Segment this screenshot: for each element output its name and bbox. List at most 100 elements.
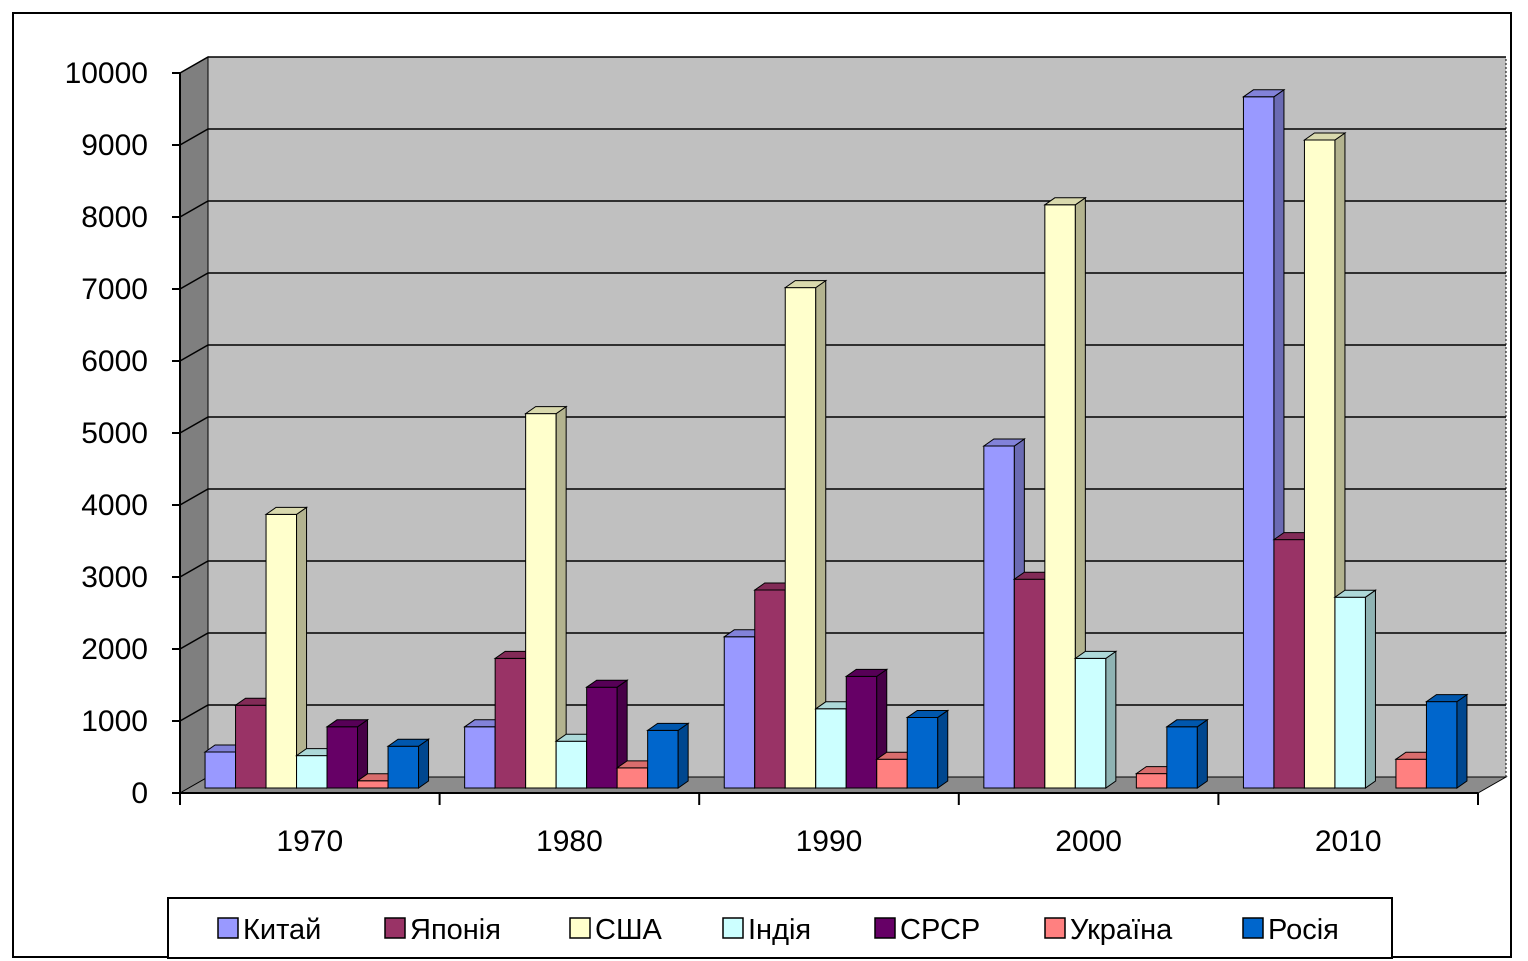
bar-США-1970 bbox=[264, 506, 309, 789]
y-tick-label: 6000 bbox=[81, 345, 148, 378]
bar-front bbox=[494, 657, 527, 789]
bar-front bbox=[387, 745, 420, 789]
bar-top bbox=[1043, 197, 1087, 206]
bar-Росія-1980 bbox=[646, 722, 690, 789]
bar-side bbox=[1364, 589, 1376, 789]
y-tick-label: 0 bbox=[131, 777, 148, 810]
y-tick-label: 10000 bbox=[65, 57, 148, 90]
bar-front bbox=[296, 755, 328, 789]
y-tick-label: 4000 bbox=[81, 489, 148, 522]
bar-front bbox=[235, 704, 267, 789]
bar-side bbox=[296, 506, 308, 789]
bar-Росія-1970 bbox=[386, 738, 431, 789]
legend: Китай Японія США Індія СРСР Україна Росія bbox=[167, 897, 1393, 959]
bar-side bbox=[555, 405, 567, 789]
bar-СРСР-1970 bbox=[325, 718, 370, 789]
bar-top bbox=[646, 722, 690, 731]
bar-front bbox=[1273, 539, 1305, 789]
bar-front bbox=[525, 413, 557, 789]
bar-top bbox=[844, 668, 889, 677]
bar-side bbox=[1105, 650, 1117, 789]
bar-side bbox=[418, 738, 430, 789]
bar-front bbox=[555, 740, 588, 789]
bar-top bbox=[264, 506, 309, 515]
gridline bbox=[179, 56, 1506, 74]
legend-label: США bbox=[595, 914, 663, 946]
bar-Росія-2000 bbox=[1165, 718, 1209, 789]
bar-top bbox=[585, 679, 629, 688]
bar-top bbox=[1073, 650, 1118, 659]
legend-swatch bbox=[217, 917, 239, 939]
bar-front bbox=[754, 589, 786, 789]
bar-СРСР-1990 bbox=[844, 668, 889, 789]
bar-top bbox=[1165, 719, 1209, 728]
bar-front bbox=[616, 767, 649, 789]
bar-front bbox=[1135, 773, 1168, 789]
legend-label: Індія bbox=[748, 914, 811, 946]
legend-label: Японія bbox=[410, 914, 501, 946]
bar-front bbox=[1166, 726, 1198, 789]
bar-front bbox=[723, 636, 756, 789]
y-tick-label: 9000 bbox=[81, 129, 148, 162]
legend-swatch bbox=[1044, 917, 1066, 939]
bar-front bbox=[906, 716, 939, 789]
bar-top bbox=[1424, 694, 1469, 703]
bar-front bbox=[815, 708, 847, 789]
y-tick-label: 7000 bbox=[81, 273, 148, 306]
legend-swatch bbox=[384, 917, 406, 939]
bar-front bbox=[265, 513, 298, 789]
bar-top bbox=[982, 438, 1026, 447]
bar-front bbox=[1013, 578, 1046, 789]
bar-side bbox=[677, 722, 689, 789]
bar-front bbox=[1074, 657, 1107, 789]
gridline bbox=[179, 128, 1506, 146]
bar-США-1980 bbox=[524, 405, 568, 789]
bar-top bbox=[1302, 132, 1347, 141]
bar-front bbox=[983, 445, 1015, 789]
x-tick-label: 2000 bbox=[1055, 825, 1122, 858]
legend-swatch bbox=[722, 917, 744, 939]
bar-front bbox=[1242, 96, 1275, 789]
x-tick-label: 1980 bbox=[536, 825, 603, 858]
bar-front bbox=[357, 780, 389, 789]
bar-top bbox=[783, 280, 828, 289]
y-tick-label: 5000 bbox=[81, 417, 148, 450]
bar-front bbox=[204, 751, 237, 789]
bar-Індія-2010 bbox=[1333, 589, 1378, 789]
x-tick-label: 1970 bbox=[276, 825, 343, 858]
bar-front bbox=[647, 729, 679, 789]
bar-front bbox=[326, 726, 359, 789]
legend-swatch bbox=[569, 917, 591, 939]
x-tick-label: 1990 bbox=[796, 825, 863, 858]
y-tick-label: 8000 bbox=[81, 201, 148, 234]
bar-top bbox=[325, 719, 370, 728]
y-tick-label: 1000 bbox=[81, 705, 148, 738]
bar-top bbox=[524, 406, 568, 415]
y-tick-label: 2000 bbox=[81, 633, 148, 666]
legend-swatch bbox=[874, 917, 896, 939]
bar-front bbox=[1303, 139, 1336, 789]
bar-Росія-2010 bbox=[1424, 693, 1469, 789]
bar-front bbox=[1044, 204, 1076, 789]
bar-side bbox=[1456, 693, 1468, 789]
bar-front bbox=[1395, 758, 1427, 789]
legend-label: Китай bbox=[243, 914, 321, 946]
legend-box bbox=[167, 897, 1393, 959]
bar-side bbox=[1196, 718, 1208, 789]
bar-front bbox=[784, 287, 817, 789]
y-tick-label: 3000 bbox=[81, 561, 148, 594]
x-tick-label: 2010 bbox=[1315, 825, 1382, 858]
bar-front bbox=[1334, 596, 1366, 789]
bars bbox=[203, 88, 1469, 789]
bar-front bbox=[845, 675, 878, 789]
legend-label: СРСР bbox=[900, 914, 980, 946]
bar-front bbox=[464, 726, 496, 789]
bar-Індія-2000 bbox=[1073, 650, 1118, 789]
bar-top bbox=[1241, 89, 1286, 98]
legend-label: Україна bbox=[1070, 914, 1173, 946]
bar-side bbox=[937, 709, 949, 789]
bar-top bbox=[905, 709, 950, 718]
bar-front bbox=[586, 686, 618, 789]
bar-front bbox=[876, 758, 908, 789]
